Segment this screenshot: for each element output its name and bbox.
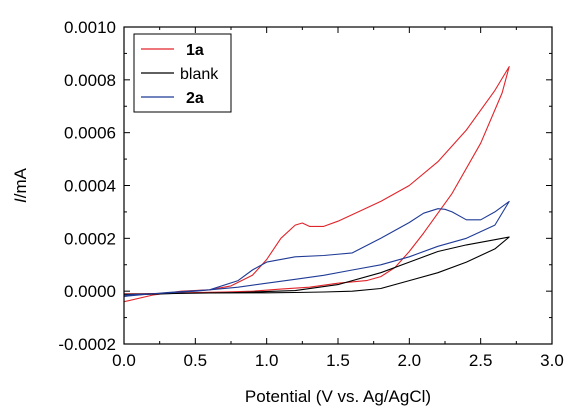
legend-label: 1a (186, 42, 204, 59)
y-tick-label: 0.0002 (64, 229, 116, 248)
y-tick-label: -0.0002 (58, 335, 116, 354)
y-tick-label: 0.0000 (64, 282, 116, 301)
x-tick-label: 0.5 (184, 351, 208, 370)
y-axis-title-italic: I (11, 198, 30, 203)
x-axis-title: Potential (V vs. Ag/AgCl) (245, 387, 431, 406)
y-tick-label: 0.0004 (64, 177, 116, 196)
x-tick-label: 1.0 (255, 351, 279, 370)
legend: 1a blank 2a (133, 33, 232, 113)
y-axis: -0.0002 0.0000 0.0002 0.0004 0.0006 0.0008 0.0… (58, 18, 552, 354)
y-tick-label: 0.0010 (64, 18, 116, 37)
legend-label: blank (180, 66, 219, 83)
y-axis-title: I/mA (11, 167, 30, 203)
series-line-2a (123, 200, 510, 297)
legend-label: 2a (186, 90, 204, 107)
x-tick-label: 2.5 (469, 351, 493, 370)
y-tick-label: 0.0006 (64, 124, 116, 143)
y-axis-title-rest: /mA (11, 167, 30, 198)
x-tick-label: 2.0 (398, 351, 422, 370)
y-tick-label: 0.0008 (64, 71, 116, 90)
series-line-1a (123, 66, 510, 303)
x-axis: 0.0 0.5 1.0 1.5 2.0 2.5 3.0 (112, 27, 564, 370)
series-lines (123, 66, 510, 303)
series-line-blank (123, 236, 510, 296)
x-tick-label: 0.0 (112, 351, 136, 370)
x-tick-label: 3.0 (540, 351, 564, 370)
x-tick-label: 1.5 (326, 351, 350, 370)
